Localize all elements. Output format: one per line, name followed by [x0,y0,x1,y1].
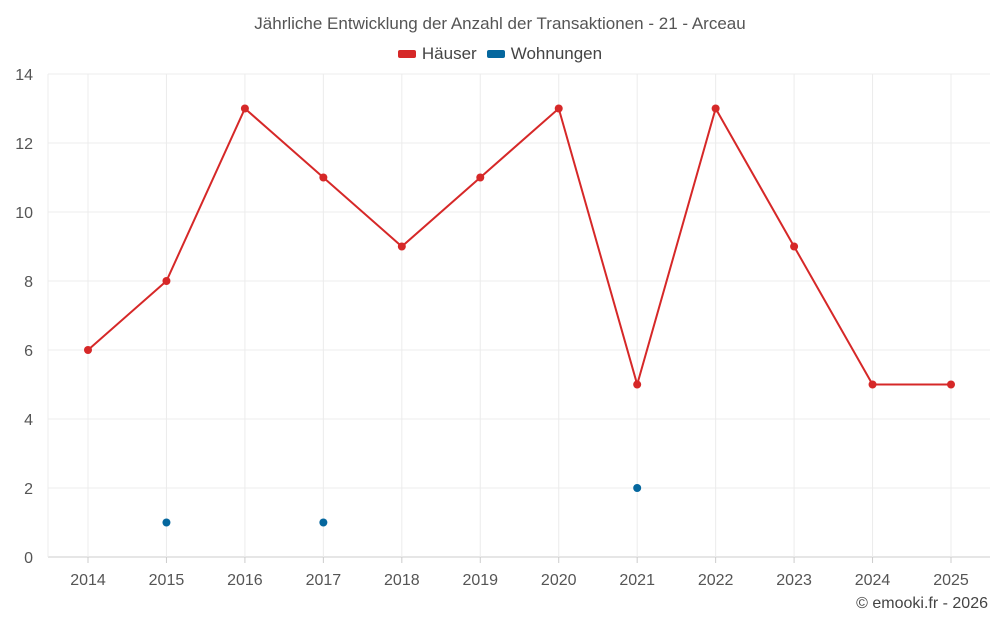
legend-label-wohnungen: Wohnungen [510,44,603,63]
data-point-haeuser[interactable] [397,242,406,251]
y-tick-label: 2 [24,481,33,498]
x-tick-label: 2025 [933,572,969,589]
data-point-haeuser[interactable] [790,242,799,251]
series-line-haeuser [87,105,951,389]
y-tick-label: 12 [15,136,33,153]
data-point-haeuser[interactable] [947,380,955,389]
data-point-wohnungen[interactable] [319,518,328,527]
data-point-haeuser[interactable] [476,173,485,182]
x-tick-label: 2019 [462,572,498,589]
chart-title: Jährliche Entwicklung der Anzahl der Tra… [254,14,746,33]
data-point-haeuser[interactable] [319,173,328,182]
legend-swatch-haeuser [397,50,416,58]
legend-item-haeuser[interactable]: Häuser [397,44,477,64]
x-tick-label: 2016 [227,572,263,589]
x-tick-label: 2018 [384,572,420,589]
legend-item-wohnungen[interactable]: Wohnungen [486,44,603,64]
x-tick-label: 2021 [619,572,655,589]
x-tick-label: 2024 [855,572,891,589]
data-point-haeuser[interactable] [554,104,563,113]
x-tick-label: 2022 [698,572,734,589]
data-point-haeuser[interactable] [84,346,92,354]
data-point-wohnungen[interactable] [633,484,642,492]
x-tick-label: 2020 [541,572,577,589]
x-axis: 2014 2015 2016 2017 2018 2019 2020 2021 2022 2023… [70,557,969,589]
data-point-haeuser[interactable] [240,104,249,113]
y-tick-label: 0 [24,550,33,567]
x-tick-label: 2017 [306,572,342,589]
data-point-haeuser[interactable] [162,277,171,285]
legend-label-haeuser: Häuser [421,44,477,63]
x-tick-label: 2014 [70,572,106,589]
data-point-haeuser[interactable] [868,380,877,389]
y-tick-label: 10 [15,205,33,222]
grid-lines [47,73,990,558]
data-point-wohnungen[interactable] [162,518,171,527]
x-tick-label: 2015 [149,572,185,589]
y-tick-label: 4 [24,412,33,429]
data-point-haeuser[interactable] [711,104,720,113]
y-tick-label: 6 [24,343,33,360]
series-layer [84,104,955,527]
x-tick-label: 2023 [776,572,812,589]
y-tick-label: 14 [15,67,33,84]
legend-swatch-wohnungen [486,50,505,58]
y-axis: 0 2 4 6 8 10 12 14 [15,67,33,567]
y-tick-label: 8 [24,274,33,291]
copyright-text: © emooki.fr - 2026 [856,595,988,612]
data-point-haeuser[interactable] [633,380,642,389]
chart-legend: Häuser Wohnungen [0,44,1000,64]
